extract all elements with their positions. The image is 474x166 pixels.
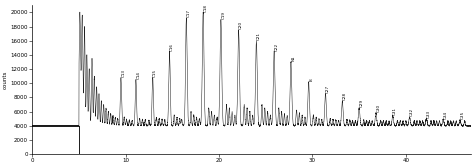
Text: C35: C35	[460, 111, 465, 119]
Text: C32: C32	[410, 108, 414, 116]
Text: C28: C28	[343, 92, 347, 100]
Text: C18: C18	[204, 4, 208, 12]
Text: C31: C31	[393, 107, 397, 115]
Text: C33: C33	[427, 110, 431, 118]
Text: C13: C13	[121, 69, 126, 77]
Text: C20: C20	[239, 21, 243, 29]
Text: C16: C16	[170, 42, 174, 51]
Text: C34: C34	[444, 111, 447, 119]
Text: C21: C21	[257, 32, 261, 40]
Text: C27: C27	[326, 85, 330, 93]
Text: C22: C22	[274, 42, 279, 51]
Y-axis label: counts: counts	[3, 71, 8, 89]
Text: C19: C19	[221, 11, 225, 19]
Text: C30: C30	[376, 104, 381, 112]
Text: C29: C29	[360, 99, 364, 107]
Text: C15: C15	[153, 69, 157, 77]
Text: C14: C14	[137, 71, 140, 79]
Text: N1: N1	[292, 56, 295, 61]
Text: I8: I8	[309, 77, 313, 81]
Text: C17: C17	[187, 9, 191, 17]
